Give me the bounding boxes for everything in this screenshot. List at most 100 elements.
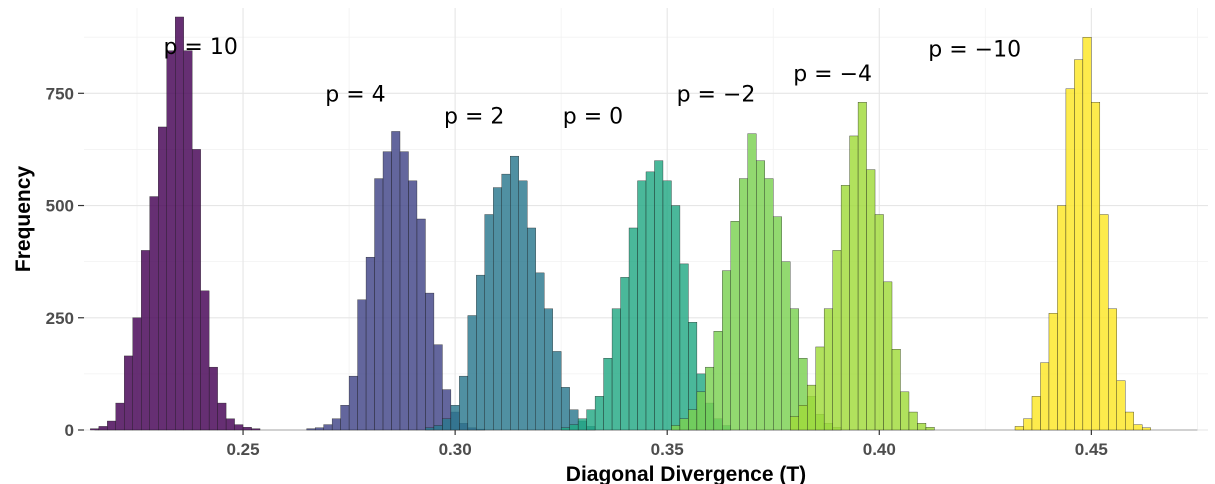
- histogram-bar: [739, 178, 748, 431]
- histogram-bar: [1133, 424, 1143, 431]
- histogram-bar: [620, 277, 630, 431]
- histogram-bar: [764, 178, 774, 431]
- y-tick-label: 250: [46, 309, 74, 328]
- x-tick-label: 0.30: [439, 440, 472, 459]
- histogram-bar: [158, 126, 167, 431]
- histogram-bar: [450, 405, 460, 431]
- histogram-bar: [679, 418, 689, 431]
- histogram-bar: [840, 185, 850, 431]
- histogram-bar: [115, 402, 125, 431]
- histogram-bar: [645, 171, 655, 431]
- histogram-bar: [98, 426, 108, 431]
- histogram-bar: [891, 349, 901, 431]
- histogram-bar: [849, 135, 859, 431]
- series-annotation: p = −4: [793, 62, 872, 87]
- histogram-bar: [433, 425, 443, 431]
- histogram-bar: [399, 151, 409, 431]
- histogram-bar: [107, 420, 116, 431]
- histogram-bar: [1048, 313, 1058, 431]
- histogram-bar: [807, 384, 816, 431]
- histogram-bar: [348, 375, 358, 431]
- series-annotation: p = 10: [163, 35, 237, 60]
- histogram-bar: [141, 250, 150, 431]
- series-annotations: p = 10 p = 4 p = 2 p = 0 p = −2 p = −4 p = −10: [163, 35, 1021, 130]
- series-5: [790, 102, 935, 431]
- histogram-bar: [416, 218, 426, 431]
- histogram-bar: [467, 315, 477, 431]
- histogram-bar: [1031, 396, 1041, 431]
- series-1: [306, 131, 485, 431]
- histogram-bar: [484, 214, 494, 431]
- histogram-bar: [208, 366, 218, 431]
- histogram-bar: [374, 178, 384, 431]
- histogram-bar: [883, 281, 893, 431]
- histogram-bar: [1142, 427, 1151, 431]
- histogram-bar: [183, 50, 193, 431]
- histogram-bar: [357, 299, 367, 431]
- histogram-bar: [1108, 308, 1117, 431]
- histogram-bar: [425, 292, 435, 431]
- histogram-bar: [1065, 88, 1075, 431]
- histogram-bar: [191, 149, 201, 431]
- histogram-bar: [654, 160, 664, 431]
- histogram-bar: [857, 102, 867, 431]
- histogram-bar: [1125, 411, 1134, 431]
- histogram-bar: [874, 214, 884, 431]
- histogram-bar: [527, 227, 536, 431]
- histogram-bar: [637, 180, 647, 431]
- histogram-bar: [679, 263, 689, 431]
- histogram-bar: [408, 180, 418, 431]
- histogram-bar: [166, 50, 176, 431]
- histogram-bar: [1023, 418, 1033, 431]
- x-tick-label: 0.45: [1075, 440, 1108, 459]
- histogram-bar: [696, 391, 706, 431]
- x-axis-title: Diagonal Divergence (T): [566, 463, 806, 484]
- histogram-bar: [149, 196, 159, 431]
- histogram-bar: [251, 428, 261, 431]
- histogram-bar: [798, 405, 808, 431]
- histogram-bar: [900, 391, 910, 431]
- histogram-bar: [242, 427, 252, 431]
- histogram-bar: [713, 331, 723, 431]
- histogram-bar: [510, 155, 519, 431]
- histogram-bars: [90, 16, 1198, 431]
- histogram-bar: [90, 428, 100, 431]
- histogram-bar: [314, 427, 324, 431]
- histogram-bar: [569, 424, 579, 431]
- histogram-bar: [365, 256, 375, 431]
- histogram-bar: [730, 221, 740, 431]
- histogram-bar: [124, 355, 133, 431]
- histogram-bar: [908, 411, 918, 431]
- series-annotation: p = −10: [928, 37, 1021, 62]
- y-tick-label: 0: [65, 421, 74, 440]
- histogram-bar: [175, 16, 184, 431]
- histogram-bar: [323, 424, 333, 431]
- histogram-bar: [518, 180, 528, 431]
- histogram-bar: [662, 180, 672, 431]
- histogram-bar: [917, 423, 927, 431]
- histogram-bar: [671, 425, 681, 431]
- histogram-bar: [391, 131, 401, 431]
- histogram-bar: [722, 270, 732, 431]
- histogram-bar: [234, 424, 244, 431]
- histogram-bar: [560, 427, 570, 431]
- histogram-bar: [790, 308, 799, 431]
- histogram-bar: [433, 344, 443, 431]
- series-0: [90, 16, 261, 431]
- series-annotation: p = 2: [444, 105, 504, 130]
- histogram-bar: [306, 428, 316, 431]
- histogram-bar: [225, 418, 235, 431]
- histogram-bar: [1057, 205, 1067, 431]
- histogram-bar: [781, 261, 791, 431]
- histogram-bar: [535, 272, 545, 431]
- series-annotation: p = 0: [563, 105, 623, 130]
- histogram-bar: [866, 169, 876, 431]
- histogram-bar: [217, 402, 227, 431]
- y-tick-label: 750: [46, 84, 74, 103]
- histogram-bar: [1082, 37, 1092, 431]
- x-axis: 0.25 0.30 0.35 0.40 0.45: [227, 430, 1108, 459]
- histogram-bar: [560, 387, 570, 431]
- histogram-bar: [603, 357, 613, 431]
- histogram-bar: [756, 160, 765, 431]
